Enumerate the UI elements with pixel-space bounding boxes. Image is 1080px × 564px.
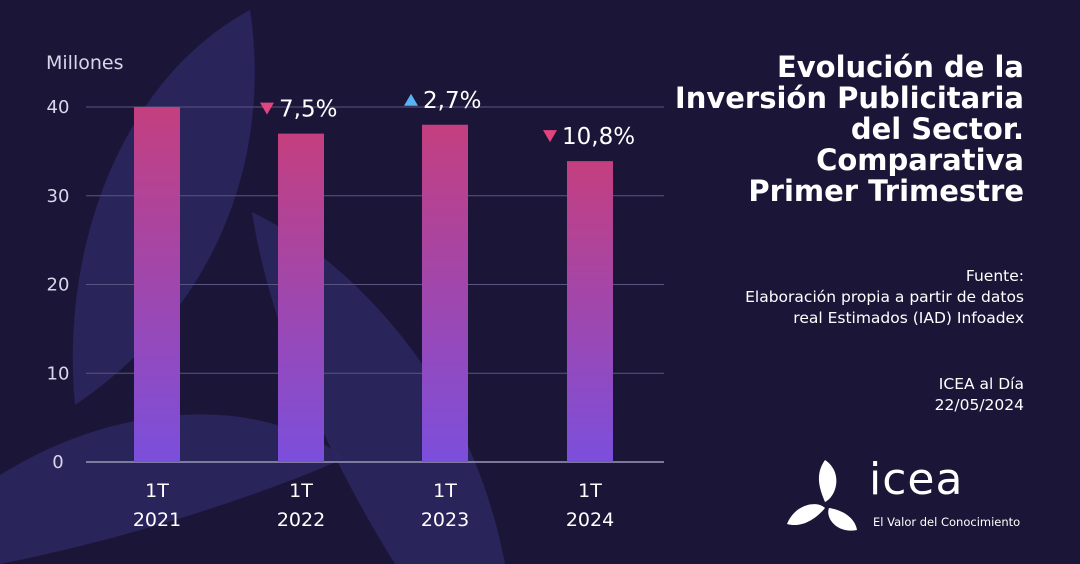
icea-logo-icon [787,460,857,531]
down-triangle-icon [543,130,557,143]
bar [278,133,324,462]
bar [422,124,468,462]
x-tick-label: 1T [145,480,169,502]
up-triangle-icon [404,93,418,106]
title-line: Evolución de la [776,50,1024,84]
title-line: Inversión Publicitaria [674,81,1024,115]
bar [134,107,180,462]
x-tick-label: 2021 [133,509,181,531]
logo-tagline: El Valor del Conocimiento [873,515,1021,529]
x-tick-label: 2024 [566,509,614,531]
logo-wordmark: icea [869,454,964,505]
y-tick-label: 20 [47,275,70,296]
bar-chart: 0 10 20 30 40 1T 2021 1T 2022 1T 2023 1T 2024 7,5% 2… [47,88,664,531]
data-label: 10,8% [562,124,635,150]
title-line: del Sector. [850,112,1024,146]
y-axis-label: Millones [46,52,124,74]
x-tick-label: 1T [289,480,313,502]
y-tick-label: 40 [47,97,70,118]
data-label: 2,7% [423,88,481,114]
x-tick-label: 1T [578,480,602,502]
credit-date: 22/05/2024 [934,396,1024,414]
credit-publication: ICEA al Día [938,375,1024,393]
chart-title: Evolución de la Inversión Publicitaria d… [604,52,1024,207]
credit-note: ICEA al Día 22/05/2024 [724,374,1024,416]
y-tick-label: 30 [47,186,70,207]
source-label: Fuente: [965,267,1024,285]
source-note: Fuente: Elaboración propia a partir de d… [604,266,1024,329]
x-tick-label: 2023 [421,509,469,531]
source-line: Elaboración propia a partir de datos [745,288,1024,306]
bar [567,161,613,462]
source-line: real Estimados (IAD) Infoadex [793,309,1024,327]
title-line: Primer Trimestre [748,174,1024,208]
icea-logo: icea El Valor del Conocimiento [785,454,1035,538]
down-triangle-icon [260,102,274,115]
x-tick-label: 1T [433,480,457,502]
y-tick-label: 0 [52,452,63,473]
data-label: 7,5% [279,97,337,123]
bg-shape-bottom [0,414,345,564]
x-tick-label: 2022 [277,509,325,531]
y-tick-label: 10 [47,363,70,384]
title-line: Comparativa [816,143,1024,177]
